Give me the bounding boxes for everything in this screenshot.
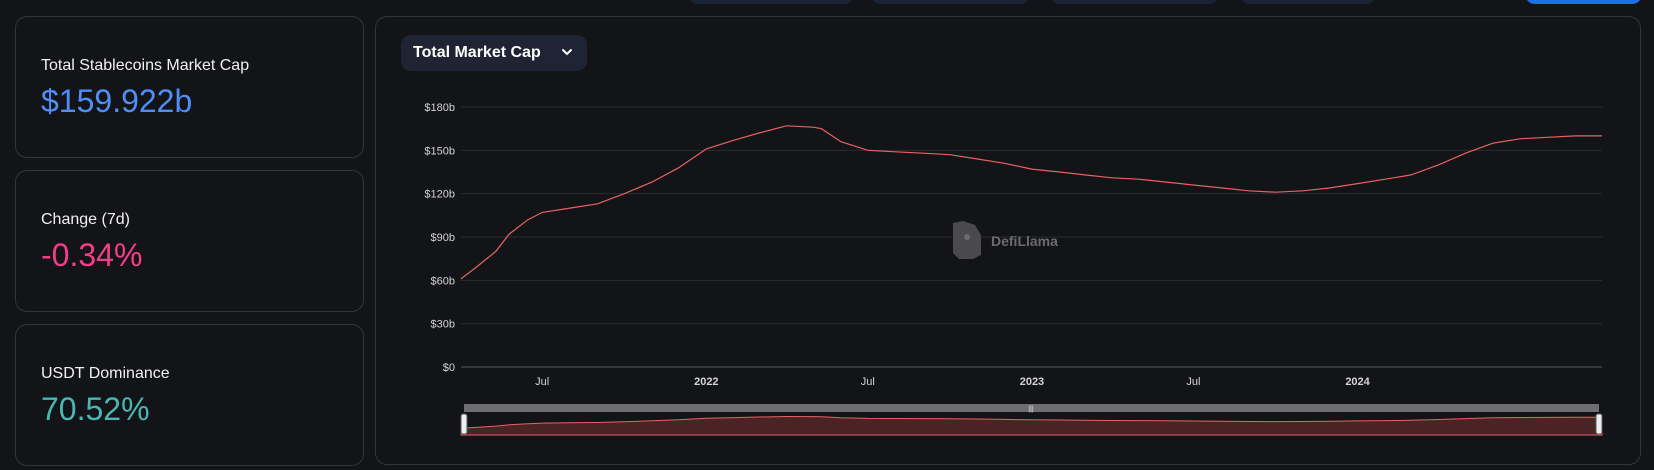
x-tick-label: 2022 bbox=[694, 376, 718, 388]
y-tick-label: $90b bbox=[431, 232, 455, 244]
logo-eye-icon bbox=[964, 234, 970, 240]
usdt-dominance-label: USDT Dominance bbox=[41, 365, 170, 382]
chart-grid bbox=[461, 106, 1602, 368]
market-cap-label: Total Stablecoins Market Cap bbox=[41, 57, 250, 74]
metric-select[interactable]: Total Market Cap bbox=[401, 35, 587, 71]
y-tick-label: $180b bbox=[424, 102, 455, 114]
chart-panel: $0 $30b $60b $90b $120b $150b $180b Jul 2022 Jul… bbox=[375, 16, 1641, 465]
y-tick-label: $30b bbox=[431, 319, 455, 331]
chevron-down-icon bbox=[562, 49, 572, 55]
brush-drag-handle[interactable]: ||| bbox=[1028, 406, 1034, 413]
y-tick-label: $150b bbox=[424, 145, 455, 157]
x-tick-label: 2023 bbox=[1020, 376, 1044, 388]
top-toolbar bbox=[0, 0, 1654, 4]
x-tick-label: Jul bbox=[1186, 376, 1200, 388]
x-axis: Jul 2022 Jul 2023 Jul 2024 bbox=[535, 376, 1371, 388]
usdt-dominance-value: 70.52% bbox=[41, 391, 150, 427]
watermark: DefiLlama bbox=[953, 221, 1058, 259]
primary-action-button[interactable] bbox=[1525, 0, 1642, 4]
change-7d-card: Change (7d) -0.34% bbox=[15, 170, 364, 312]
x-tick-label: 2024 bbox=[1345, 376, 1370, 388]
x-tick-label: Jul bbox=[535, 376, 549, 388]
y-tick-label: $60b bbox=[431, 275, 455, 287]
market-cap-card: Total Stablecoins Market Cap $159.922b bbox=[15, 16, 364, 158]
change-7d-label: Change (7d) bbox=[41, 211, 130, 228]
change-7d-value: -0.34% bbox=[41, 237, 143, 273]
market-cap-chart: $0$30b$60b$90b$120b$150b$180b Jul 2022 Jul… bbox=[424, 102, 1603, 436]
toolbar-button[interactable] bbox=[688, 0, 854, 4]
market-cap-value: $159.922b bbox=[41, 83, 193, 119]
x-tick-label: Jul bbox=[861, 376, 875, 388]
usdt-dominance-card: USDT Dominance 70.52% bbox=[15, 324, 364, 466]
range-brush[interactable]: ||| bbox=[460, 404, 1603, 436]
toolbar-button[interactable] bbox=[1050, 0, 1219, 4]
brush-track[interactable] bbox=[464, 404, 1599, 412]
watermark-text: DefiLlama bbox=[991, 233, 1058, 249]
metric-select-label: Total Market Cap bbox=[413, 44, 541, 61]
market-cap-line bbox=[460, 125, 1602, 280]
brush-right-handle[interactable] bbox=[1595, 413, 1603, 435]
y-tick-label: $120b bbox=[424, 189, 455, 201]
brush-left-handle[interactable] bbox=[460, 413, 468, 435]
y-tick-label: $0 bbox=[443, 362, 455, 374]
brush-preview-area bbox=[460, 415, 1603, 436]
toolbar-button[interactable] bbox=[1240, 0, 1376, 4]
y-axis: $0 $30b $60b $90b $120b $150b $180b bbox=[424, 102, 455, 374]
toolbar-button[interactable] bbox=[871, 0, 1030, 4]
